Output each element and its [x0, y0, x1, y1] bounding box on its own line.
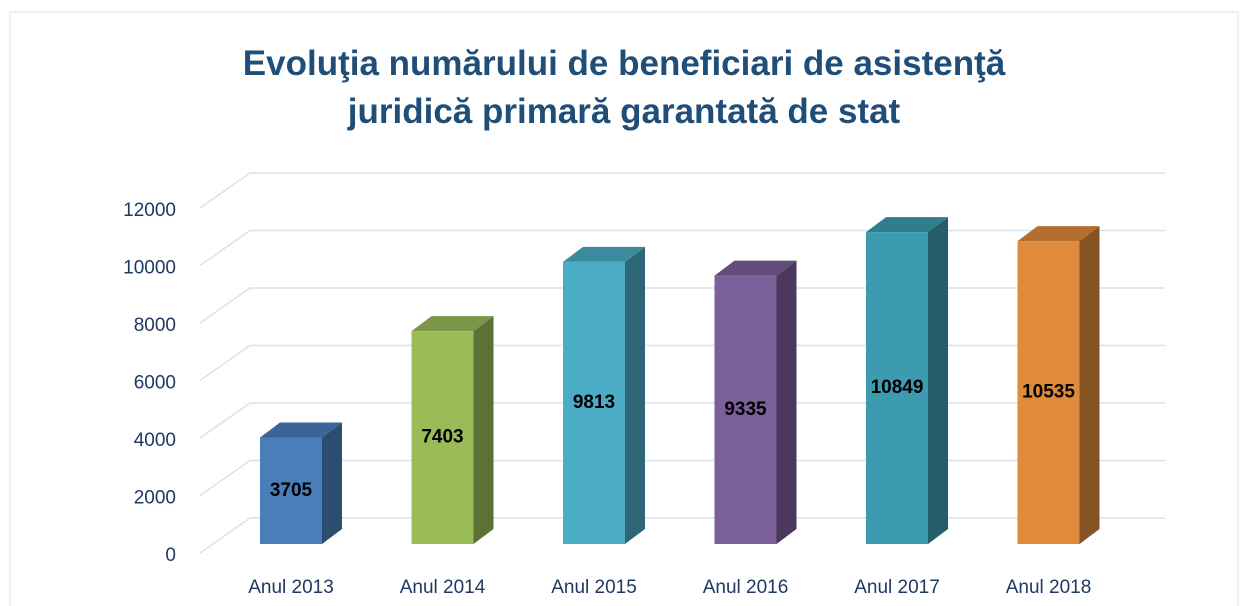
bar-top: [714, 260, 797, 276]
bar: [714, 275, 777, 544]
grid-line: [199, 344, 1165, 382]
x-tick-label: Anul 2018: [1006, 577, 1092, 598]
bar-top: [563, 246, 645, 262]
bar-side: [322, 422, 342, 544]
chart-title: Evoluţia numărului de beneficiari de asi…: [242, 44, 1006, 131]
grid-line: [199, 229, 1165, 267]
bar: [260, 437, 322, 544]
y-tick-label: 10000: [123, 258, 176, 279]
bar-top: [866, 217, 948, 233]
bar-side: [776, 260, 797, 544]
x-tick-label: Anul 2016: [703, 577, 789, 598]
bar-side: [473, 316, 494, 544]
bar: [866, 232, 928, 544]
y-tick-label: 6000: [134, 373, 176, 394]
title-box: Evoluţia numărului de beneficiari de asi…: [242, 44, 1006, 131]
data-label: 3705: [270, 480, 313, 501]
x-tick-label: Anul 2013: [248, 577, 334, 598]
bar: [411, 331, 474, 544]
data-label: 7403: [421, 427, 463, 448]
bar-top: [260, 422, 342, 438]
data-label: 10849: [871, 377, 924, 398]
data-label: 9335: [724, 399, 767, 420]
bar-side: [928, 217, 948, 544]
grid-line: [199, 517, 1165, 554]
x-tick-label: Anul 2014: [400, 577, 486, 598]
bar-top: [1017, 226, 1100, 242]
bar-side: [625, 246, 645, 544]
grid-line: [199, 459, 1165, 497]
grid-line: [199, 402, 1165, 439]
y-tick-label: 0: [165, 545, 176, 566]
data-label: 9813: [573, 392, 615, 413]
y-tick-label: 12000: [123, 200, 176, 221]
bar: [1017, 241, 1080, 544]
grid-line: [199, 172, 1165, 209]
grid-line: [199, 287, 1165, 324]
y-tick-label: 2000: [134, 488, 176, 509]
x-tick-label: Anul 2017: [854, 577, 940, 598]
bar-top: [411, 316, 494, 332]
bar-side: [1079, 226, 1100, 544]
y-tick-label: 8000: [134, 315, 176, 336]
bar: [563, 261, 625, 544]
data-label: 10535: [1022, 382, 1075, 403]
y-tick-label: 4000: [134, 430, 176, 451]
x-tick-label: Anul 2015: [551, 577, 637, 598]
